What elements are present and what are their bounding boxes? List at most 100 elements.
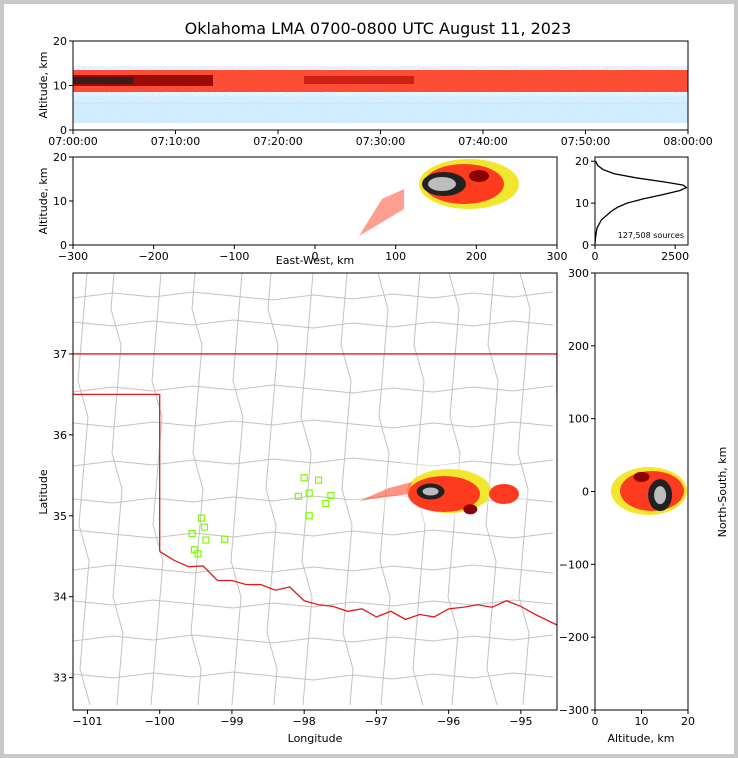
x-tick-label: 07:20:00 [253,135,302,148]
x-tick-label: 100 [385,250,406,263]
lma-station-marker [315,476,323,484]
county-line [73,564,554,574]
county-line [73,457,554,467]
lma-station-marker [327,491,335,500]
y-tick-label: 20 [575,155,589,168]
x-tick-label: −200 [139,250,169,263]
lma-station-marker [197,514,206,522]
lma-station-marker [190,546,198,554]
storm-density [344,460,529,524]
x-tick-label: −96 [437,715,460,728]
y-tick-label: 300 [568,267,589,280]
lma-station-marker [300,474,308,482]
x-tick-label: 200 [466,250,487,263]
y-tick-label: 36 [53,429,67,442]
x-tick-label: 10 [635,715,649,728]
source-count-annotation: 127,508 sources [618,231,684,240]
y-tick-label: 20 [53,35,67,48]
x-tick-label: 2500 [661,250,689,263]
x-tick-label: 300 [547,250,568,263]
y-tick-label: 10 [575,197,589,210]
y-tick-label: 10 [53,80,67,93]
red-river-border [159,550,557,626]
county-line [110,273,124,706]
time-altitude-ylabel: Altitude, km [37,51,50,118]
y-tick-label: 34 [53,591,67,604]
altitude-histogram-line [594,160,688,244]
y-tick-label: −300 [559,704,589,717]
y-tick-label: 0 [60,124,67,137]
y-tick-label: 0 [582,239,589,252]
x-tick-label: 0 [312,250,319,263]
county-line [73,291,554,301]
y-tick-label: −100 [559,558,589,571]
y-tick-label: 33 [53,672,67,685]
county-line [73,634,554,644]
x-tick-label: −95 [509,715,532,728]
lma-station-marker [221,535,229,543]
x-tick-label: −300 [58,250,88,263]
eastwest-xlabel: East-West, km [276,254,354,267]
lma-station-marker [305,512,313,520]
county-line [73,599,554,609]
county-line [485,273,499,706]
lma-stations [188,474,335,558]
county-line [190,273,204,706]
y-tick-label: 0 [60,239,67,252]
northsouth-ylabel: North-South, km [716,447,729,538]
x-tick-label: −99 [220,715,243,728]
county-line [340,273,354,706]
time-altitude-panel: 0 10 20 07:00:00 07:10:00 07:20:00 07:30:00 07… [37,35,713,148]
y-tick-label: 200 [568,340,589,353]
x-tick-label: 07:10:00 [151,135,200,148]
lma-station-marker [322,500,330,508]
lma-station-marker [294,492,302,500]
county-line [73,671,554,681]
storm-core-main-center [422,487,439,496]
county-line [230,273,244,706]
county-boundaries [73,273,554,706]
ns-core-main-center [654,486,667,505]
lma-station-marker [194,550,202,558]
y-tick-label: 37 [53,348,67,361]
county-line [150,273,164,706]
y-tick-label: 100 [568,413,589,426]
x-tick-label: −100 [219,250,249,263]
state-borders [73,353,557,626]
x-tick-label: −98 [293,715,316,728]
eastwest-ylabel: Altitude, km [37,167,50,234]
figure-title: Oklahoma LMA 0700-0800 UTC August 11, 20… [185,19,572,38]
county-line [73,419,554,429]
plan-view-map-panel: 33 34 35 36 37 −101 −100 −99 −98 −97 −96 −95 Latit… [37,272,558,745]
y-tick-label: 35 [53,510,67,523]
x-tick-label: 20 [681,715,695,728]
panhandle-border [73,393,161,552]
map-xlabel: Longitude [288,732,343,745]
northsouth-xlabel: Altitude, km [607,732,674,745]
x-tick-label: 07:40:00 [458,135,507,148]
x-tick-label: 07:00:00 [48,135,97,148]
x-tick-label: 07:50:00 [561,135,610,148]
lma-station-marker [200,523,209,531]
ns-core-secondary [633,471,650,482]
county-line [73,319,554,329]
x-tick-label: −97 [365,715,388,728]
lma-station-marker [188,529,196,538]
county-line [73,529,554,539]
x-tick-label: −101 [72,715,102,728]
y-tick-label: 0 [582,486,589,499]
storm-core-secondary [463,504,478,515]
x-tick-label: −100 [145,715,175,728]
x-tick-label: 08:00:00 [663,135,712,148]
lma-station-marker [305,489,313,497]
altitude-histogram-panel: 0 10 20 0 2500 127,508 sources [575,155,689,263]
figure-frame: Oklahoma LMA 0700-0800 UTC August 11, 20… [4,4,734,754]
lma-figure: Oklahoma LMA 0700-0800 UTC August 11, 20… [37,19,729,745]
y-tick-label: −200 [559,631,589,644]
altitude-northsouth-panel: −300 −200 −100 0 100 200 300 0 10 20 North-South… [559,267,729,745]
y-tick-label: 20 [53,151,67,164]
time-altitude-density [73,62,688,123]
county-line [300,273,314,706]
county-line [77,273,91,706]
lma-station-marker [202,536,210,544]
